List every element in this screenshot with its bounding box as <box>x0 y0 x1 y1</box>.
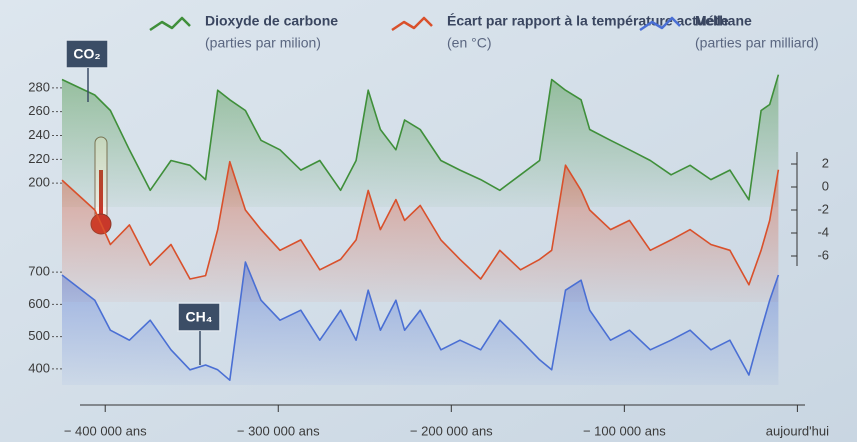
y-tick-label: -4 <box>817 224 829 239</box>
y-tick-label: 400 <box>28 360 50 375</box>
x-tick-label: − 300 000 ans <box>237 423 320 438</box>
y-tick-label: 700 <box>28 264 50 279</box>
y-tick-label: 2 <box>822 155 829 170</box>
annotation: CH₄ <box>186 309 213 325</box>
legend-unit: (parties par milion) <box>205 35 321 51</box>
legend-label: Méthane <box>695 13 752 29</box>
y-tick-label: 600 <box>28 296 50 311</box>
y-tick-label: 200 <box>28 175 50 190</box>
legend-unit: (en °C) <box>447 35 492 51</box>
x-tick-label: − 100 000 ans <box>583 423 666 438</box>
y-tick-label: -6 <box>817 247 829 262</box>
x-tick-label: − 400 000 ans <box>64 423 147 438</box>
y-tick-label: 500 <box>28 328 50 343</box>
y-tick-label: -2 <box>817 201 829 216</box>
legend-label: Dioxyde de carbone <box>205 13 338 29</box>
y-tick-label: 280 <box>28 79 50 94</box>
y-tick-label: 220 <box>28 151 50 166</box>
annotation: CO₂ <box>73 46 100 62</box>
legend-unit: (parties par milliard) <box>695 35 819 51</box>
chart: 200 220 240 260 280 Dioxyde de carbone (partie… <box>0 0 857 442</box>
legend-label: Écart par rapport à la température actue… <box>447 13 729 29</box>
x-tick-label: − 200 000 ans <box>410 423 493 438</box>
y-tick-label: 260 <box>28 103 50 118</box>
y-tick-label: 240 <box>28 127 50 142</box>
y-tick-label: 0 <box>822 178 829 193</box>
x-tick-label: aujourd'hui <box>766 423 829 438</box>
